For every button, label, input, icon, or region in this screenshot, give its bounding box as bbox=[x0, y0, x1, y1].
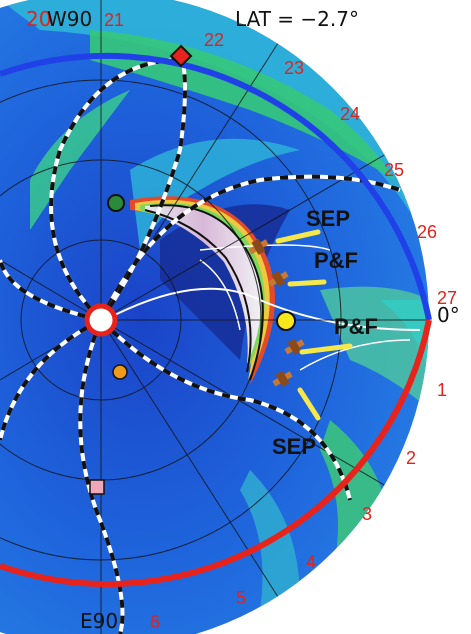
sun-marker bbox=[84, 303, 118, 337]
pink-square-marker bbox=[89, 479, 105, 495]
tick-label: 25 bbox=[384, 160, 404, 180]
parker-spirals bbox=[0, 49, 401, 634]
tick-label: 5 bbox=[236, 588, 246, 608]
sep-upper-label: SEP bbox=[306, 206, 350, 231]
tick-label: 21 bbox=[104, 10, 124, 30]
tick-label: 26 bbox=[417, 222, 437, 242]
tick-label: 23 bbox=[284, 58, 304, 78]
tick-label: 1 bbox=[437, 380, 447, 400]
satellite-icons bbox=[248, 238, 305, 387]
w90-label: W90 bbox=[47, 7, 92, 31]
orange-planet-marker bbox=[112, 364, 128, 380]
pf-lower-label: P&F bbox=[334, 314, 378, 339]
tick-label: 2 bbox=[406, 448, 416, 468]
zero-degree-label: 0° bbox=[437, 303, 460, 327]
tick-label: 4 bbox=[306, 552, 316, 572]
longitude-tick-labels: 21 22 23 24 25 26 27 1 2 3 4 5 6 bbox=[104, 10, 457, 632]
annotation-bars bbox=[275, 229, 353, 421]
latitude-label: LAT = −2.7° bbox=[235, 7, 359, 31]
satellite-icon bbox=[284, 338, 305, 355]
outer-rim-red bbox=[0, 319, 432, 587]
pf-upper-label: P&F bbox=[314, 248, 358, 273]
tick-label: 22 bbox=[204, 30, 224, 50]
tick-label: 27 bbox=[437, 288, 457, 308]
diamond-marker bbox=[169, 44, 193, 68]
satellite-icon bbox=[272, 370, 293, 387]
satellite-icon bbox=[248, 238, 269, 255]
e90-label: E90 bbox=[80, 609, 118, 633]
satellite-icon bbox=[268, 270, 289, 287]
tick-label: 24 bbox=[340, 104, 360, 124]
green-planet-marker bbox=[107, 194, 125, 212]
earth-marker bbox=[276, 311, 296, 331]
sep-lower-label: SEP bbox=[272, 434, 316, 459]
outer-rim-blue bbox=[0, 53, 432, 321]
tick-label: 3 bbox=[362, 504, 372, 524]
top-num-label: 20 bbox=[26, 7, 51, 31]
tick-label: 6 bbox=[150, 612, 160, 632]
